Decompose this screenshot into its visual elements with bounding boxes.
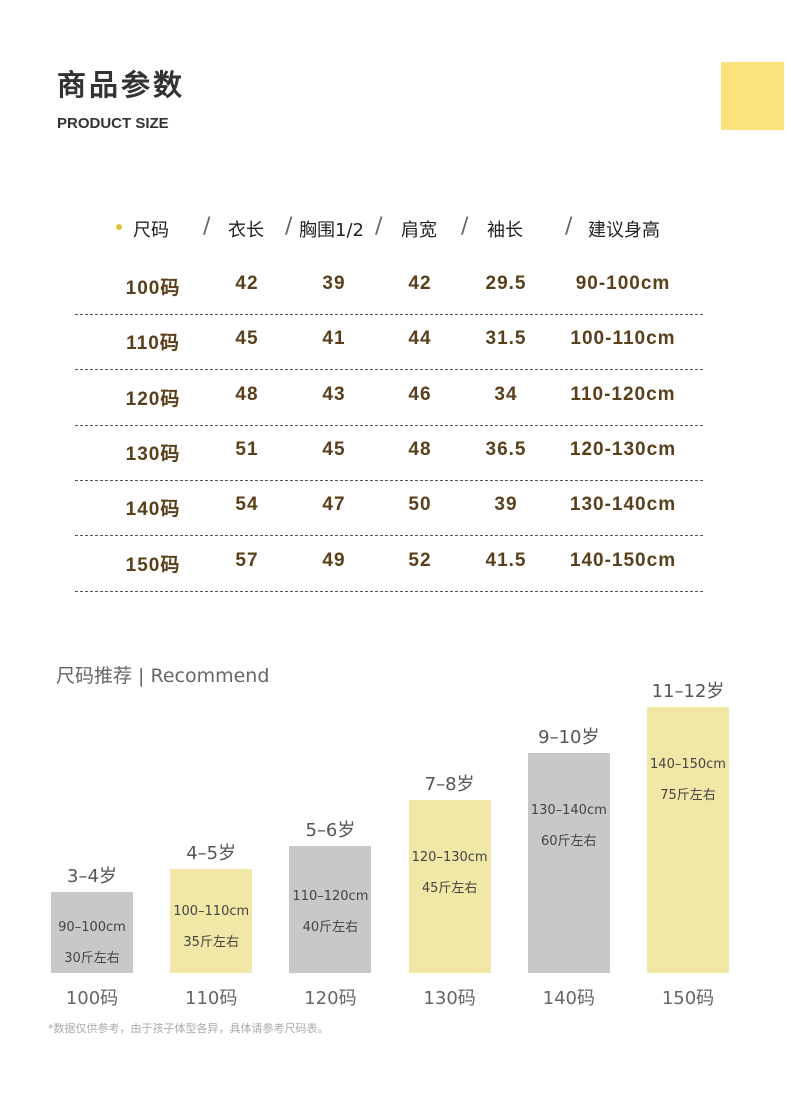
cell-chest: 43: [322, 383, 346, 405]
cell-shoulder: 50: [408, 494, 432, 516]
cell-size: 110码: [126, 333, 180, 355]
table-row: 130码 51 45 48 36.5 120-130cm: [0, 426, 790, 481]
column-separator: /: [461, 214, 469, 239]
cell-length: 48: [235, 383, 259, 405]
table-row: 120码 48 43 46 34 110-120cm: [0, 371, 790, 426]
bar-category-label: 130码: [423, 988, 476, 1009]
col-header-length: 衣长: [228, 220, 264, 241]
cell-height: 110-120cm: [570, 383, 676, 405]
cell-sleeve: 31.5: [485, 328, 527, 350]
cell-chest: 39: [322, 273, 346, 294]
bar-weight-label: 60斤左右: [541, 834, 597, 850]
cell-size: 150码: [125, 554, 181, 576]
bar-height-label: 110–120cm: [292, 889, 369, 905]
cell-shoulder: 46: [408, 383, 432, 405]
cell-length: 57: [235, 549, 259, 571]
col-header-sleeve: 袖长: [487, 220, 523, 241]
cell-height: 100-110cm: [570, 328, 676, 350]
bar-weight-label: 75斤左右: [660, 788, 716, 804]
bar-category-label: 120码: [304, 988, 357, 1009]
cell-chest: 45: [322, 438, 346, 460]
page-subtitle: PRODUCT SIZE: [57, 115, 169, 132]
chart-bar: 140–150cm 75斤左右: [647, 707, 729, 973]
cell-sleeve: 34: [494, 383, 518, 405]
bar-age-label: 4–5岁: [186, 843, 237, 864]
size-table-header: 尺码 / 衣长 / 胸围1/2 / 肩宽 / 袖长 / 建议身高: [0, 214, 790, 244]
bar-height-label: 130–140cm: [530, 803, 607, 819]
bar-weight-label: 40斤左右: [302, 920, 359, 936]
bar-category-label: 140码: [542, 988, 595, 1009]
cell-length: 45: [235, 328, 259, 350]
cell-chest: 47: [322, 494, 346, 516]
row-divider: [75, 369, 703, 371]
bar-age-label: 11–12岁: [651, 681, 725, 703]
bullet-dot-icon: [116, 224, 122, 230]
recommend-title: 尺码推荐 | Recommend: [56, 665, 270, 687]
column-separator: /: [285, 214, 293, 239]
table-row: 140码 54 47 50 39 130-140cm: [0, 481, 790, 537]
cell-height: 130-140cm: [569, 494, 677, 516]
cell-size: 130码: [125, 443, 181, 465]
bar-height-label: 140–150cm: [650, 757, 726, 773]
table-row: 110码 45 41 44 31.5 100-110cm: [0, 315, 790, 371]
chart-bar: 90–100cm 30斤左右: [51, 892, 133, 973]
cell-height: 90-100cm: [575, 273, 671, 294]
col-header-chest: 胸围1/2: [299, 220, 364, 241]
column-separator: /: [375, 214, 383, 239]
cell-height: 120-130cm: [569, 438, 677, 460]
table-row: 100码 42 39 42 29.5 90-100cm: [0, 260, 790, 315]
cell-sleeve: 36.5: [485, 438, 527, 460]
cell-sleeve: 29.5: [485, 273, 527, 294]
row-divider: [75, 479, 703, 481]
chart-bar: 110–120cm 40斤左右: [289, 845, 372, 973]
cell-size: 120码: [125, 388, 181, 410]
bar-height-label: 120–130cm: [411, 849, 488, 865]
row-divider: [75, 314, 703, 315]
cell-length: 51: [235, 438, 259, 460]
cell-chest: 41: [322, 328, 346, 350]
cell-sleeve: 39: [494, 494, 518, 516]
accent-square: [721, 62, 784, 130]
column-separator: /: [565, 214, 573, 239]
bar-age-label: 9–10岁: [538, 727, 600, 749]
row-divider: [75, 590, 703, 592]
chart-bar: 130–140cm 60斤左右: [527, 753, 610, 973]
cell-chest: 49: [322, 549, 346, 571]
cell-sleeve: 41.5: [485, 549, 527, 571]
bar-weight-label: 30斤左右: [64, 950, 120, 966]
bar-age-label: 7–8岁: [424, 773, 475, 795]
chart-bar: 100–110cm 35斤左右: [170, 869, 253, 973]
cell-height: 140-150cm: [569, 549, 677, 571]
page-title: 商品参数: [57, 68, 186, 102]
row-divider: [75, 535, 703, 537]
bar-age-label: 5–6岁: [305, 819, 356, 841]
column-separator: /: [203, 214, 211, 239]
col-header-height: 建议身高: [588, 220, 660, 241]
cell-size: 100码: [125, 278, 181, 299]
bar-category-label: 100码: [65, 988, 119, 1009]
col-header-shoulder: 肩宽: [401, 220, 437, 241]
chart-bar: 120–130cm 45斤左右: [408, 799, 491, 973]
cell-length: 42: [235, 273, 259, 294]
bar-weight-label: 45斤左右: [421, 880, 478, 896]
cell-length: 54: [235, 494, 259, 516]
bar-category-label: 110码: [185, 988, 238, 1009]
footnote: *数据仅供参考，由于孩子体型各异，具体请参考尺码表。: [48, 1022, 329, 1035]
col-header-size: 尺码: [133, 220, 169, 241]
bar-weight-label: 35斤左右: [183, 935, 239, 951]
bar-category-label: 150码: [661, 988, 715, 1009]
table-row: 150码 57 49 52 41.5 140-150cm: [0, 537, 790, 592]
cell-shoulder: 44: [408, 328, 432, 350]
bar-age-label: 3–4岁: [67, 866, 117, 888]
row-divider: [75, 424, 703, 426]
cell-shoulder: 42: [408, 273, 432, 294]
cell-shoulder: 48: [408, 438, 432, 460]
cell-size: 140码: [125, 499, 181, 521]
bar-height-label: 100–110cm: [173, 904, 250, 920]
bar-height-label: 90–100cm: [58, 919, 126, 935]
cell-shoulder: 52: [408, 549, 432, 571]
